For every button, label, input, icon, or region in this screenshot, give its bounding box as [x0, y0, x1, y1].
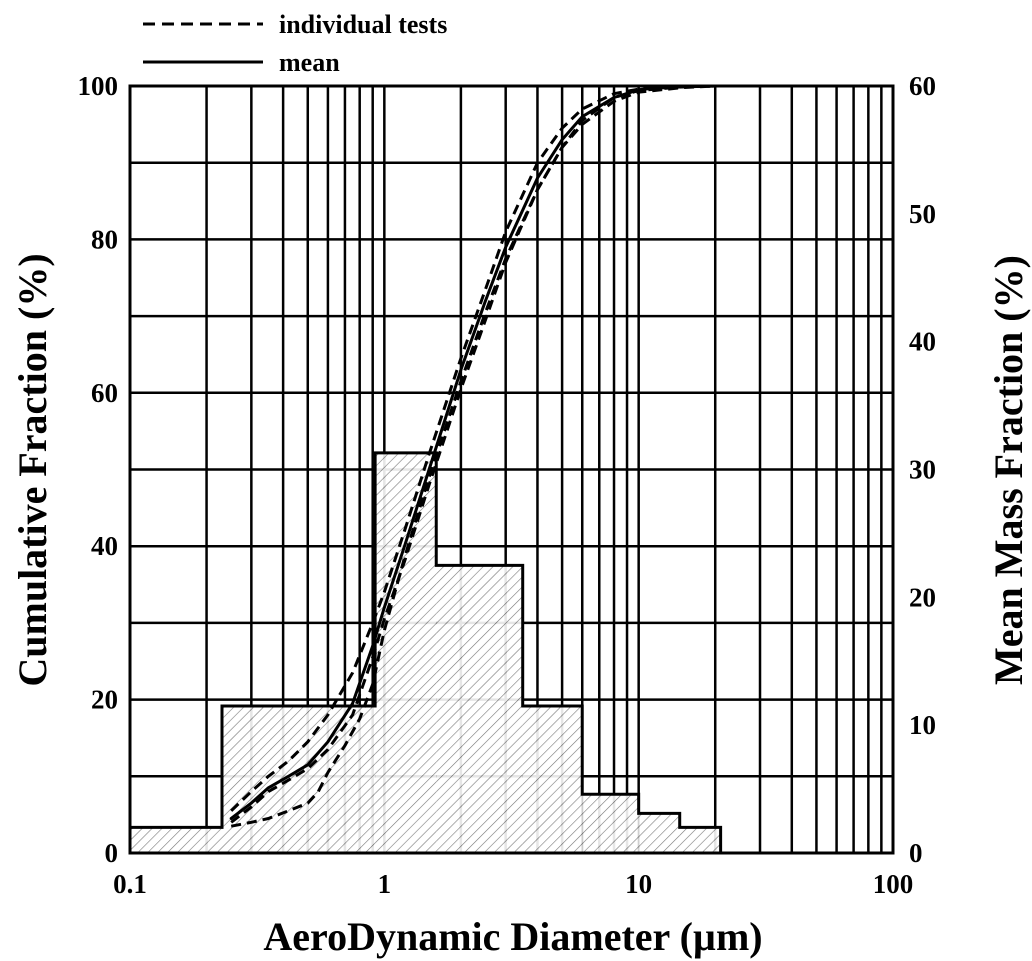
y2-tick-label: 50 [909, 199, 936, 229]
x-tick-label: 1 [378, 869, 392, 899]
x-tick-label: 0.1 [113, 869, 147, 899]
y-tick-label: 0 [105, 838, 119, 868]
x-tick-labels: 0.1 1 10 100 [113, 869, 913, 899]
histogram-bar [436, 565, 523, 853]
y2-tick-label: 20 [909, 582, 936, 612]
y2-tick-label: 0 [909, 838, 923, 868]
y-tick-label: 60 [91, 378, 118, 408]
y2-tick-label: 60 [909, 71, 936, 101]
x-axis-title: AeroDynamic Diameter (µm) [263, 914, 762, 959]
series-line-individual-test [230, 84, 740, 812]
histogram-bar [522, 705, 583, 853]
series-lines [229, 84, 742, 828]
histogram-outline [130, 451, 723, 853]
y2-tick-labels: 0 10 20 30 40 50 60 [909, 71, 936, 868]
y2-tick-label: 30 [909, 455, 936, 485]
legend-label-mean: mean [279, 48, 340, 77]
histogram-bar [582, 794, 639, 853]
histogram-bar [679, 827, 721, 853]
legend-label-individual-tests: individual tests [279, 10, 447, 39]
histogram-bar [375, 452, 437, 853]
y2-tick-label: 10 [909, 710, 936, 740]
y-tick-labels: 0 20 40 60 80 100 [78, 71, 119, 868]
histogram [130, 451, 723, 853]
x-tick-label: 100 [873, 869, 914, 899]
histogram-bar [130, 827, 222, 853]
y2-axis-title: Mean Mass Fraction (%) [986, 255, 1031, 685]
y-tick-label: 80 [91, 224, 118, 254]
series-line-individual-test [230, 84, 740, 828]
y-tick-label: 40 [91, 531, 118, 561]
x-tick-label: 10 [625, 869, 652, 899]
histogram-bar [638, 813, 680, 853]
legend: individual tests mean [143, 10, 447, 77]
y-axis-title: Cumulative Fraction (%) [10, 253, 55, 686]
series-line-individual-test [230, 84, 740, 824]
plot-frame [128, 84, 895, 855]
y-tick-label: 100 [78, 71, 119, 101]
histogram-bar [221, 705, 376, 853]
y-tick-label: 20 [91, 685, 118, 715]
y2-tick-label: 40 [909, 327, 936, 357]
